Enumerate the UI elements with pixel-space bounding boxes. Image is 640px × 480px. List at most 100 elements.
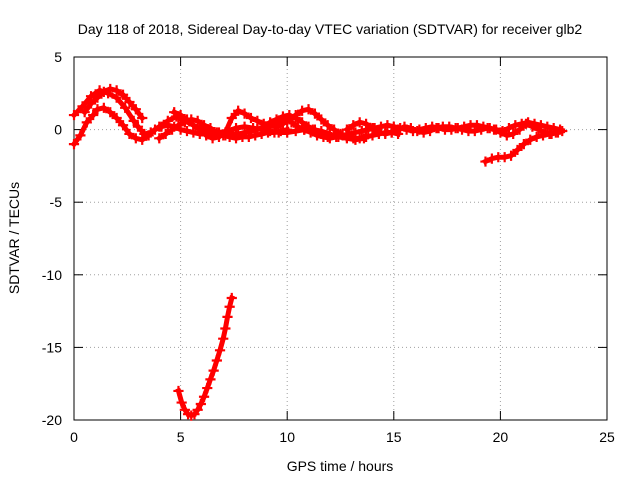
data-point-marker [192, 115, 203, 126]
data-point-marker [469, 125, 480, 137]
data-point-marker [205, 374, 216, 385]
data-point-marker [525, 134, 536, 145]
data-point-marker [98, 86, 109, 97]
data-point-marker [337, 130, 348, 141]
data-point-marker [75, 130, 86, 141]
data-point-marker [505, 150, 517, 161]
data-point-marker [128, 115, 139, 126]
data-point-marker [160, 128, 171, 140]
x-tick-label: 5 [177, 429, 185, 445]
data-point-marker [111, 112, 122, 124]
data-point-marker [297, 117, 308, 128]
data-point-marker [222, 311, 233, 323]
data-point-marker [309, 108, 321, 119]
data-point-marker [120, 102, 131, 113]
data-point-marker [243, 131, 254, 142]
data-point-marker [514, 124, 525, 135]
data-point-marker [273, 117, 284, 128]
data-point-marker [375, 121, 387, 132]
data-point-marker [557, 125, 568, 137]
data-point-marker [503, 123, 515, 134]
axis-tick-labels: 0 5 10 15 20 25 5 0 -5 -10 -15 -20 [42, 49, 615, 445]
data-point-marker [194, 124, 205, 135]
data-point-marker [256, 128, 267, 140]
data-point-marker [297, 105, 308, 116]
x-axis-label: GPS time / hours [287, 458, 394, 474]
data-point-marker [137, 112, 148, 124]
x-tick-label: 25 [599, 429, 615, 445]
data-point-marker [282, 124, 293, 135]
data-point-marker [220, 127, 231, 138]
data-point-marker [269, 127, 280, 138]
y-tick-label: 5 [54, 49, 62, 65]
data-point-marker [195, 398, 206, 410]
data-point-marker [208, 365, 219, 376]
data-point-marker [476, 124, 487, 135]
data-point-marker [230, 133, 242, 144]
series-track-h [480, 125, 568, 167]
data-point-marker [382, 120, 393, 131]
data-point-marker [79, 107, 90, 118]
data-point-marker [386, 127, 397, 138]
data-point-marker [214, 345, 226, 356]
data-point-marker [154, 133, 165, 144]
x-tick-label: 10 [279, 429, 295, 445]
data-point-marker [518, 139, 529, 150]
data-point-marker [392, 124, 404, 135]
data-point-marker [173, 120, 184, 131]
data-point-marker [510, 120, 521, 131]
data-point-marker [542, 121, 553, 132]
data-point-marker [224, 131, 235, 142]
data-point-marker [450, 123, 461, 134]
data-point-marker [130, 104, 141, 115]
data-point-marker [68, 139, 80, 150]
data-point-marker [132, 121, 144, 132]
data-point-marker [169, 107, 180, 118]
data-point-marker [250, 130, 261, 141]
y-tick-label: -5 [50, 194, 63, 210]
data-point-marker [482, 123, 493, 134]
data-point-marker [512, 144, 523, 156]
data-point-marker [299, 124, 310, 135]
data-point-marker [303, 104, 314, 115]
data-point-marker [260, 121, 271, 132]
y-tick-label: 0 [54, 122, 62, 138]
data-point-marker [162, 115, 173, 126]
data-point-marker [341, 124, 352, 135]
data-point-marker [305, 127, 316, 138]
data-point-marker [173, 385, 184, 397]
y-tick-label: -20 [42, 412, 62, 428]
data-point-marker [495, 127, 506, 138]
data-point-marker [501, 130, 512, 141]
data-point-marker [316, 114, 327, 125]
data-point-marker [322, 120, 333, 131]
data-point-marker [81, 117, 92, 128]
plot-frame [73, 56, 608, 421]
data-point-marker [117, 89, 129, 100]
data-point-marker [537, 130, 549, 141]
data-point-marker [329, 124, 340, 135]
data-point-marker [181, 114, 193, 125]
data-point-marker [480, 156, 491, 167]
data-point-marker [213, 131, 225, 142]
data-point-marker [486, 153, 497, 164]
y-axis-label: SDTVAR / TECUs [6, 182, 22, 294]
data-point-marker [192, 404, 203, 415]
data-point-marker [85, 98, 97, 109]
data-point-marker [488, 124, 500, 135]
data-point-marker [286, 117, 297, 128]
data-point-marker [220, 323, 231, 334]
x-tick-label: 20 [493, 429, 509, 445]
data-point-marker [77, 101, 88, 112]
data-point-marker [98, 102, 109, 113]
data-point-marker [471, 120, 483, 131]
data-point-marker [418, 127, 429, 138]
data-point-marker [412, 125, 423, 137]
data-point-marker [245, 112, 257, 124]
data-point-marker [275, 125, 286, 137]
data-point-marker [239, 121, 250, 132]
data-point-marker [176, 397, 187, 408]
data-point-marker [88, 109, 99, 121]
data-point-marker [311, 130, 323, 141]
